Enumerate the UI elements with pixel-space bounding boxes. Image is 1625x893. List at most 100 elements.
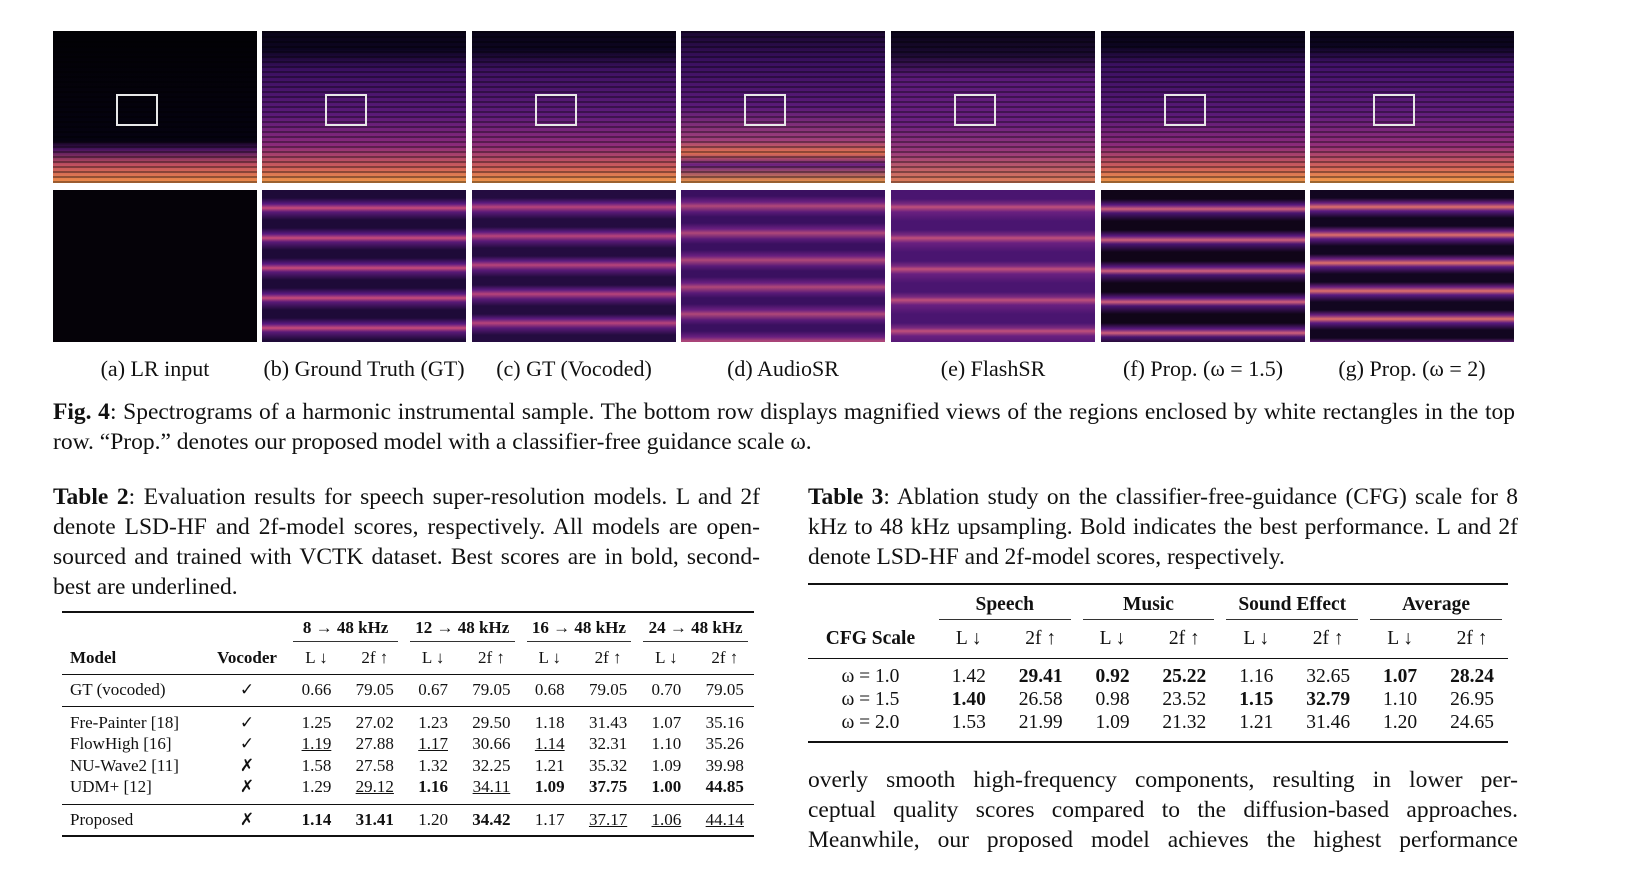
table-cell: 1.09 <box>1077 712 1149 742</box>
table-cell: 27.88 <box>346 733 404 755</box>
caption-text: : Ablation study on the classifier-free-… <box>808 484 1519 570</box>
table-cell: Fre-Painter [18] <box>62 705 207 733</box>
group-header: 8 → 48 kHz <box>293 618 398 642</box>
cell-text: 1.15 <box>1239 689 1274 710</box>
table-cell: CFG Scale <box>825 627 916 649</box>
cell-text: 79.05 <box>588 680 628 699</box>
table-row: ω = 1.5 1.40 26.58 0.98 23.52 1.15 32.79 1.10 26… <box>808 688 1508 712</box>
table-cell: 35.16 <box>695 705 754 733</box>
cell-text: 21.32 <box>1162 712 1207 733</box>
table-cell: 1.10 <box>1364 688 1436 712</box>
table-cell: 1.20 <box>403 803 463 836</box>
table-cell: 0.67 <box>403 673 463 706</box>
spectrogram <box>891 31 1095 183</box>
zoom-box <box>325 94 367 126</box>
table-cell: ω = 1.0 <box>808 657 933 688</box>
table-cell: 2f ↑ <box>1168 627 1200 649</box>
cell-text: 1.10 <box>1383 689 1418 710</box>
cell-text: ✓ <box>239 713 255 732</box>
group-header: 24 → 48 kHz <box>643 618 748 642</box>
table-cell: 1.07 <box>1364 657 1437 688</box>
zoom-box <box>744 94 786 126</box>
cell-text: 32.25 <box>472 756 511 775</box>
table-cell: 1.21 <box>521 755 579 777</box>
table-cell: 27.58 <box>346 755 404 777</box>
table-cell: 1.19 <box>287 733 345 755</box>
table-cell: 1.16 <box>404 777 462 804</box>
panel-label: (g) Prop. (ω = 2) <box>1338 356 1486 381</box>
cell-text: NU-Wave2 [11] <box>70 756 179 775</box>
cell-text: 1.09 <box>651 756 682 775</box>
cell-text: ω = 2.0 <box>841 712 900 733</box>
panel-label: (c) GT (Vocoded) <box>496 356 652 381</box>
table-cell: 27.02 <box>345 705 404 733</box>
figure-label: Fig. 4 <box>53 399 110 425</box>
cell-text: 1.21 <box>534 756 565 775</box>
table-cell: 39.98 <box>696 755 754 777</box>
cell-text: 44.14 <box>705 809 744 829</box>
cell-text: 44.85 <box>705 777 744 796</box>
zoom-box <box>954 94 996 126</box>
cell-text: ✗ <box>239 777 255 796</box>
cell-text: 1.09 <box>534 777 565 796</box>
table-row: FlowHigh [16] ✓ 1.19 27.88 1.17 30.66 1.14 32.3… <box>62 733 754 755</box>
header-row: CFG Scale Speech Music Sound Effect Average <box>808 584 1508 649</box>
spectrogram <box>262 31 466 183</box>
cell-text: 0.66 <box>301 680 332 699</box>
cell-text: Proposed <box>70 809 134 829</box>
cell-text: 0.98 <box>1095 689 1130 710</box>
group-header: Speech <box>938 594 1071 620</box>
table-cell: 16 → 48 kHz <box>521 612 638 642</box>
cell-text: 1.14 <box>301 809 332 829</box>
table-cell: Proposed <box>62 803 207 836</box>
cell-text: 1.16 <box>418 777 448 796</box>
table-cell: 21.32 <box>1148 712 1220 742</box>
cell-text: UDM+ [12] <box>70 777 152 796</box>
table-cell: 2f ↑ <box>1312 627 1344 649</box>
table-cell: ✗ <box>207 755 287 777</box>
cell-text: 35.32 <box>588 756 628 775</box>
table-cell: 1.25 <box>287 705 346 733</box>
cell-text: 1.20 <box>1383 712 1418 733</box>
table-cell: Speech <box>933 584 1077 620</box>
table-cell: 35.26 <box>696 733 754 755</box>
cell-text: 24.65 <box>1450 712 1494 733</box>
cell-text: FlowHigh [16] <box>70 734 172 753</box>
text-line: ceptual quality scores compared to the d… <box>808 797 1518 823</box>
cell-text: 1.16 <box>1239 666 1274 687</box>
table-cell: 2f ↑ <box>594 647 622 667</box>
table-cell: 12 → 48 kHz <box>404 612 521 642</box>
spectrogram-zoom <box>1310 190 1514 342</box>
table-cell: Average <box>1364 584 1508 620</box>
cell-text: 79.05 <box>472 680 511 699</box>
table-cell: 34.42 <box>462 803 521 836</box>
cell-text: 27.02 <box>355 713 394 732</box>
cell-text: 1.58 <box>301 756 332 775</box>
panel-label: (b) Ground Truth (GT) <box>263 356 465 381</box>
table-cell: 1.32 <box>404 755 462 777</box>
table-cell: 1.40 <box>933 688 1005 712</box>
cell-text: 25.22 <box>1162 666 1207 687</box>
spectrogram-zoom <box>472 190 676 342</box>
table-cell: FlowHigh [16] <box>62 733 207 755</box>
table-label: Table 2 <box>53 484 129 510</box>
cell-text: 26.58 <box>1018 689 1063 710</box>
cell-text: 79.05 <box>705 680 744 699</box>
cell-text: 1.17 <box>534 809 565 829</box>
table-cell: 2f ↑ <box>477 647 505 667</box>
cell-text: 23.52 <box>1162 689 1207 710</box>
cell-text: 1.42 <box>951 666 986 687</box>
table-cell: 1.20 <box>1364 712 1436 742</box>
cell-text: 1.14 <box>534 734 565 753</box>
cell-text: 1.23 <box>418 713 448 732</box>
table-cell: ✓ <box>206 673 288 706</box>
spectrogram <box>681 31 885 183</box>
cell-text: 1.19 <box>301 734 332 753</box>
table-cell: 37.17 <box>578 803 638 836</box>
group-header: 16 → 48 kHz <box>526 618 632 642</box>
table-cell: 44.85 <box>696 777 754 804</box>
panel-label: (f) Prop. (ω = 1.5) <box>1122 356 1284 381</box>
cell-text: 32.31 <box>588 734 628 753</box>
table-cell: 1.14 <box>521 733 579 755</box>
